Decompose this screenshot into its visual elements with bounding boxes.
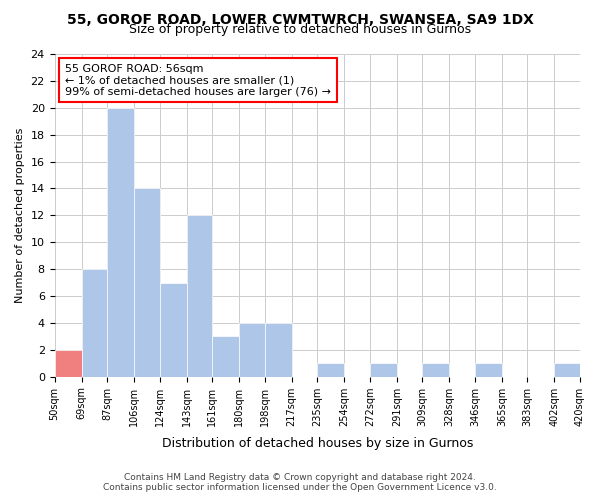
Bar [212,336,239,376]
Bar [317,363,344,376]
Text: 55 GOROF ROAD: 56sqm
← 1% of detached houses are smaller (1)
99% of semi-detache: 55 GOROF ROAD: 56sqm ← 1% of detached ho… [65,64,331,97]
Text: 55, GOROF ROAD, LOWER CWMTWRCH, SWANSEA, SA9 1DX: 55, GOROF ROAD, LOWER CWMTWRCH, SWANSEA,… [67,12,533,26]
Y-axis label: Number of detached properties: Number of detached properties [15,128,25,303]
Bar [239,323,265,376]
Bar [187,216,212,376]
Text: Contains HM Land Registry data © Crown copyright and database right 2024.
Contai: Contains HM Land Registry data © Crown c… [103,473,497,492]
Bar [422,363,449,376]
Bar [55,350,82,376]
Bar [107,108,134,376]
Bar [370,363,397,376]
Bar [134,188,160,376]
Bar [265,323,292,376]
Bar [82,269,107,376]
Bar [160,282,187,376]
X-axis label: Distribution of detached houses by size in Gurnos: Distribution of detached houses by size … [161,437,473,450]
Text: Size of property relative to detached houses in Gurnos: Size of property relative to detached ho… [129,22,471,36]
Bar [475,363,502,376]
Bar [554,363,580,376]
